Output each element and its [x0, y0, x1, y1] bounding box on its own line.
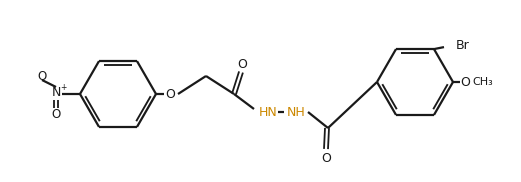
Text: O: O: [237, 58, 247, 70]
Text: +: +: [60, 84, 66, 92]
Text: O: O: [460, 76, 470, 88]
Text: N: N: [51, 86, 60, 100]
Text: O: O: [321, 151, 331, 165]
Text: O: O: [52, 108, 60, 120]
Text: NH: NH: [287, 106, 305, 118]
Text: HN: HN: [258, 106, 277, 118]
Text: Br: Br: [456, 39, 470, 52]
Text: O: O: [165, 88, 175, 100]
Text: O: O: [38, 70, 46, 82]
Text: CH₃: CH₃: [473, 77, 493, 87]
